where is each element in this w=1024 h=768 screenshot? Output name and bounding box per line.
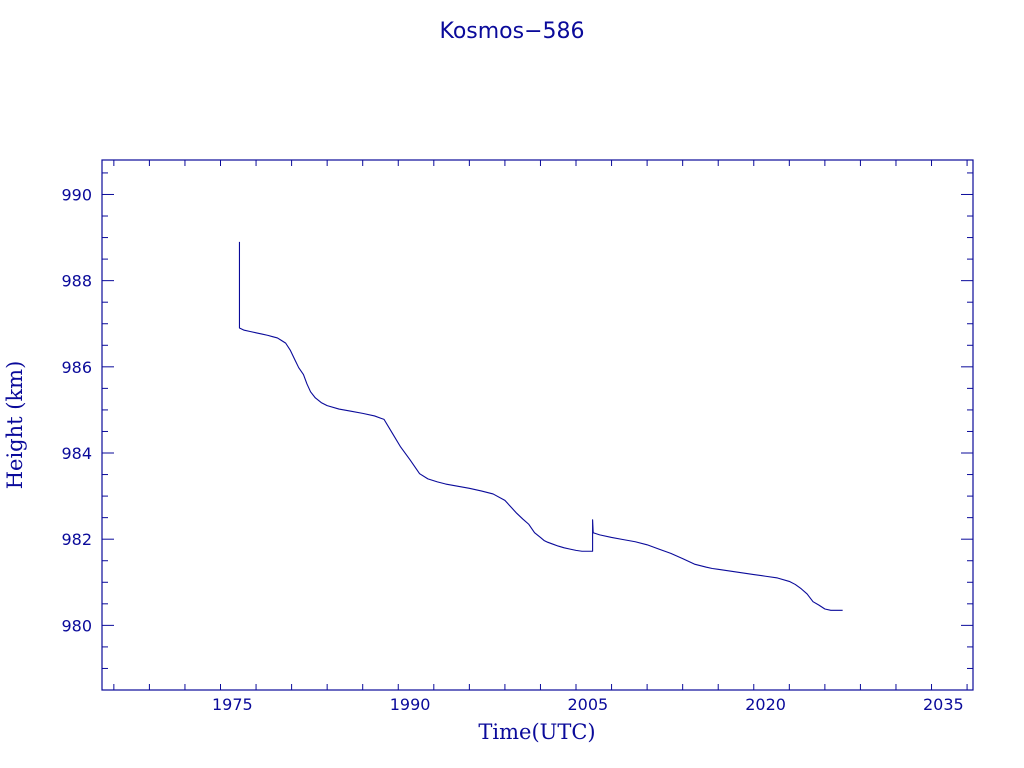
x-tick-label: 2035 xyxy=(923,695,964,714)
y-axis-label: Height (km) xyxy=(3,361,27,490)
y-tick-label: 982 xyxy=(61,530,92,549)
x-axis-label: Time(UTC) xyxy=(478,720,595,744)
chart-title: Kosmos−586 xyxy=(439,19,584,44)
x-tick-label: 1990 xyxy=(390,695,431,714)
x-tick-label: 1975 xyxy=(212,695,253,714)
y-tick-label: 980 xyxy=(61,616,92,635)
x-tick-label: 2005 xyxy=(568,695,609,714)
plot-frame xyxy=(101,159,974,691)
x-tick-label: 2020 xyxy=(745,695,786,714)
y-tick-label: 984 xyxy=(61,444,92,463)
axis-ticks xyxy=(102,160,973,691)
y-tick-label: 988 xyxy=(61,272,92,291)
y-tick-label: 990 xyxy=(61,185,92,204)
y-tick-label: 986 xyxy=(61,358,92,377)
tick-labels: 1975 1990 2005 2020 2035 980 982 984 986 988 990 xyxy=(61,185,963,714)
height-series-line xyxy=(238,241,843,611)
